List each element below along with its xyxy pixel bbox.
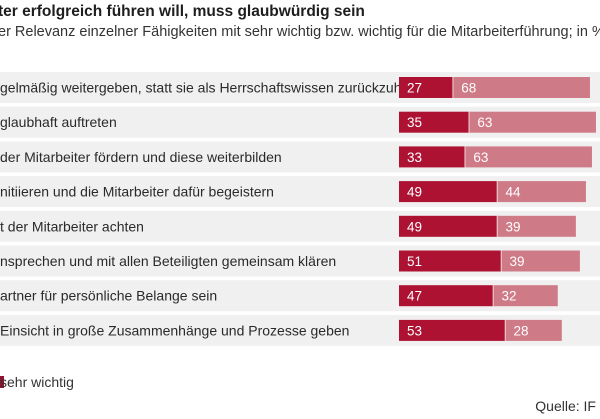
data-label: 49 [407,185,422,200]
bar-segment-sehr-wichtig [399,111,470,133]
data-label: 35 [407,115,422,130]
category-label: nsprechen und mit allen Beteiligten geme… [0,253,336,269]
data-label: 27 [407,81,422,96]
data-label: 39 [510,254,525,269]
chart-title: ter erfolgreich führen will, muss glaubw… [0,3,365,20]
bar-segment-wichtig [465,146,592,168]
bar-segment-sehr-wichtig [399,319,506,341]
data-label: 39 [505,219,520,234]
chart-subtitle: er Relevanz einzelner Fähigkeiten mit se… [0,24,600,40]
bar-segment-sehr-wichtig [399,77,454,98]
category-label: gelmäßig weitergeben, statt sie als Herr… [0,80,432,96]
bar-segment-wichtig [501,250,580,272]
bar-segment-wichtig [505,319,562,341]
legend-label: sehr wichtig [0,374,74,390]
data-label: 47 [407,289,422,304]
bar-segment-wichtig [497,181,586,203]
data-label: 53 [407,323,422,338]
data-label: 49 [407,219,422,234]
legend-swatch [0,376,4,388]
data-label: 51 [407,254,422,269]
bar-segment-sehr-wichtig [399,146,466,168]
bar-segment-wichtig [497,215,576,237]
data-label: 44 [505,185,521,200]
data-label: 32 [501,289,516,304]
category-label: artner für persönliche Belange sein [0,288,217,304]
bar-segment-sehr-wichtig [399,285,494,307]
category-label: der Mitarbeiter fördern und diese weiter… [0,149,282,165]
category-label: glaubhaft auftreten [0,114,117,130]
category-label: t der Mitarbeiter achten [0,218,144,234]
source-note: Quelle: IF [535,398,596,414]
bar-segment-wichtig [493,285,558,307]
data-label: 33 [407,150,422,165]
data-label: 28 [514,323,529,338]
bar-segment-sehr-wichtig [399,215,498,237]
data-label: 68 [461,81,476,96]
bar-segment-wichtig [453,77,590,98]
bar-segment-sehr-wichtig [399,250,502,272]
bar-segment-wichtig [469,111,596,133]
data-label: 63 [477,115,492,130]
data-label: 63 [473,150,488,165]
category-label: Einsicht in große Zusammenhänge und Proz… [0,322,349,338]
category-label: nitiieren und die Mitarbeiter dafür bege… [0,184,274,200]
bar-segment-sehr-wichtig [399,181,498,203]
